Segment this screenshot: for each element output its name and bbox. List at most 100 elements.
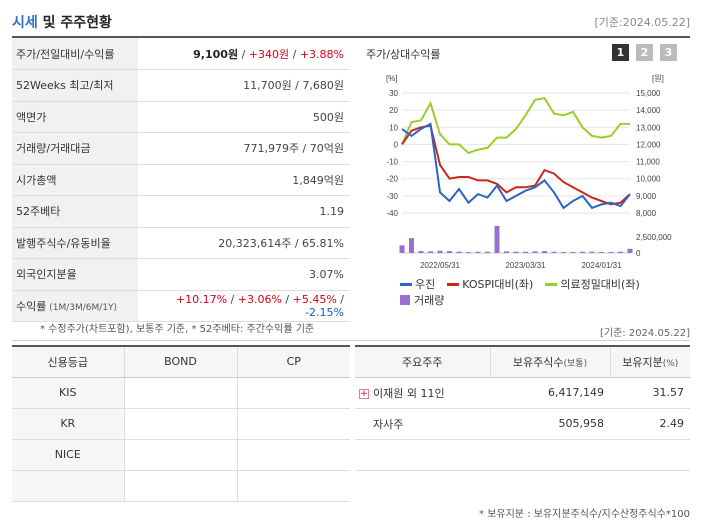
quote-row: 시가총액 1,849억원	[12, 164, 350, 196]
table-header-row: 주요주주 보유주식수(보통) 보유지분(%)	[355, 345, 690, 378]
left-tick-label: -20	[386, 175, 398, 184]
quote-label: 주가/전일대비/수익률	[12, 38, 138, 70]
quote-value: 771,979주 / 70억원	[138, 132, 350, 165]
major-shareholders-table: 주요주주 보유주식수(보통) 보유지분(%) + 이재원 외 11인 6,417,…	[355, 345, 690, 471]
volume-bar	[485, 251, 490, 253]
right-tick-label: 8,000	[636, 209, 657, 218]
left-tick-label: 10	[389, 123, 398, 132]
column-header: CP	[237, 345, 350, 378]
legend-item-kospi: KOSPI대비(좌)	[447, 276, 533, 292]
quote-label: 거래량/거래대금	[12, 132, 138, 165]
legend-swatch	[400, 295, 410, 305]
left-tick-label: -10	[386, 158, 398, 167]
table-row: KR	[12, 408, 350, 440]
table-header-row: 신용등급 BOND CP	[12, 345, 350, 378]
legend-item-sector: 의료정밀대비(좌)	[545, 276, 640, 292]
holder-shares	[490, 439, 610, 471]
chart-tab-3[interactable]: 3	[660, 44, 677, 61]
legend-label: KOSPI대비(좌)	[462, 278, 534, 291]
right-tick-label: 12,000	[636, 140, 661, 149]
column-header-ratio: 보유지분(%)	[610, 345, 690, 378]
volume-bar	[618, 251, 623, 253]
volume-bar	[627, 248, 633, 253]
right-tick-label: 10,000	[636, 175, 661, 184]
header-divider	[12, 36, 690, 38]
quote-row: 액면가 500원	[12, 101, 350, 133]
quote-row-price: 주가/전일대비/수익률 9,100원 / +340원 / +3.88%	[12, 38, 350, 70]
volume-bar	[551, 251, 557, 253]
quote-label: 52주베타	[12, 195, 138, 228]
quote-value: 20,323,614주 / 65.81%	[138, 227, 350, 259]
quote-value: 500원	[138, 101, 350, 133]
table-cell	[124, 377, 238, 409]
quote-row: 외국인지분율 3.07%	[12, 258, 350, 291]
holder-ratio: 2.49	[610, 408, 690, 440]
reference-date: [기준:2024.05.22]	[594, 16, 690, 29]
table-row	[12, 470, 350, 502]
quote-footnote: * 수정주가(차트포함), 보통주 기준, * 52주베타: 주간수익률 기준	[40, 324, 315, 335]
left-tick-label: 30	[389, 89, 398, 98]
quote-value: 1,849억원	[138, 164, 350, 196]
quote-row: 거래량/거래대금 771,979주 / 70억원	[12, 132, 350, 165]
right-tick-label: 9,000	[636, 192, 657, 201]
quote-table: 주가/전일대비/수익률 9,100원 / +340원 / +3.88% 52We…	[12, 38, 350, 322]
volume-bar	[589, 251, 595, 253]
legend-label: 우진	[415, 278, 436, 291]
holder-name: 자사주	[355, 408, 490, 440]
left-tick-label: 20	[389, 106, 398, 115]
volume-tick-label: 2,500,000	[636, 233, 672, 242]
volume-bar	[418, 251, 424, 253]
volume-bar	[447, 251, 452, 253]
returns-label: 수익률	[16, 299, 47, 313]
quote-row-returns: 수익률 (1M/3M/6M/1Y) +10.17% / +3.06% / +5.…	[12, 290, 350, 322]
table-row: 자사주 505,958 2.49	[355, 408, 690, 440]
chart-tab-2[interactable]: 2	[636, 44, 653, 61]
holders-reference-date: [기준: 2024.05.22]	[599, 328, 690, 339]
volume-bar	[437, 250, 443, 253]
holder-name-cell: + 이재원 외 11인	[355, 377, 490, 409]
holder-ratio: 31.57	[610, 377, 690, 409]
volume-bar	[599, 252, 604, 253]
quote-value: 11,700원 / 7,680원	[138, 69, 350, 102]
x-tick-label: 2024/01/31	[581, 261, 622, 270]
column-header-label: 보유주식수	[512, 355, 564, 369]
chart-tab-1[interactable]: 1	[612, 44, 629, 61]
table-cell	[124, 439, 238, 471]
volume-bar	[542, 251, 547, 253]
legend-swatch	[400, 282, 412, 286]
volume-bar	[561, 252, 566, 253]
stock-price-line	[401, 122, 631, 210]
volume-bar	[608, 252, 614, 253]
column-header-shares: 보유주식수(보통)	[490, 345, 611, 378]
quote-label: 수익률 (1M/3M/6M/1Y)	[12, 290, 138, 322]
left-axis-unit: [%]	[386, 74, 398, 83]
x-tick-label: 2023/03/31	[505, 261, 546, 270]
holders-footnote: * 보유지분 : 보유지분주식수/지수산정주식수*100	[479, 509, 690, 520]
return-3m: +3.06%	[237, 292, 282, 306]
volume-bar	[580, 251, 585, 253]
section-title-rest: 및 주주현황	[37, 15, 112, 31]
current-price: 9,100원	[193, 47, 239, 61]
column-header-unit: (보통)	[563, 358, 588, 369]
legend-item-volume: 거래량	[400, 292, 444, 308]
table-cell	[12, 470, 125, 502]
legend: 우진 KOSPI대비(좌) 의료정밀대비(좌)	[400, 276, 640, 292]
right-tick-label: 14,000	[636, 106, 661, 115]
section-title-main: 시세	[12, 15, 38, 31]
left-tick-label: -30	[386, 192, 398, 201]
chart-title: 주가/상대수익률	[366, 48, 441, 61]
holder-ratio	[610, 439, 690, 471]
quote-row: 52Weeks 최고/최저 11,700원 / 7,680원	[12, 69, 350, 102]
left-tick-label: -40	[386, 209, 398, 218]
volume-bar	[409, 238, 414, 253]
left-tick-label: 0	[394, 140, 399, 149]
section-title: 시세 및 주주현황	[12, 12, 112, 32]
sector-relative-line	[401, 96, 630, 155]
volume-tick-label: 0	[636, 249, 641, 258]
table-cell	[124, 408, 238, 440]
volume-bar	[475, 251, 481, 253]
expand-icon[interactable]: +	[359, 388, 369, 399]
right-tick-label: 15,000	[636, 89, 661, 98]
volume-bar	[428, 251, 433, 253]
table-cell: KIS	[12, 377, 125, 409]
